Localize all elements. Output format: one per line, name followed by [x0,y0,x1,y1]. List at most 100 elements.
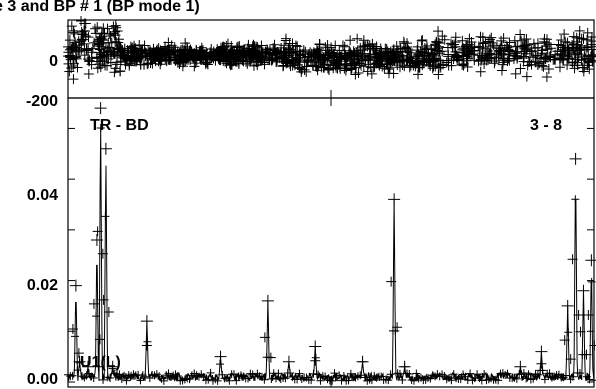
amplitude-point [295,369,304,378]
phase-point [498,49,509,60]
phase-point [153,46,164,57]
amplitude-point [405,369,414,378]
phase-point [180,55,191,66]
amplitude-point [585,375,594,384]
amplitude-peak-point [106,360,119,373]
phase-point [326,42,337,53]
phase-point [63,47,74,58]
phase-point [372,56,383,67]
phase-point [190,58,201,69]
amplitude-point [328,376,337,385]
phase-point [110,20,121,31]
phase-point [118,51,129,62]
phase-point [563,49,574,60]
amplitude-ytick-0.02: 0.02 [27,277,58,294]
phase-point [287,60,298,71]
phase-point [433,43,444,54]
amplitude-point [73,348,84,359]
phase-point [352,45,363,56]
phase-point [459,45,470,56]
phase-point [83,54,94,65]
amplitude-point [589,340,596,351]
phase-point [352,33,363,44]
phase-point [143,58,154,69]
phase-point [358,35,369,46]
amplitude-point [384,376,393,385]
phase-point [541,71,552,82]
phase-point [96,41,107,52]
phase-point [415,46,426,57]
phase-point [378,49,389,60]
phase-point [383,64,394,75]
phase-point [328,57,339,68]
amplitude-peak-point [569,152,582,165]
phase-point [110,30,121,41]
phase-point [568,43,579,54]
phase-point [64,35,75,46]
amplitude-ytick-0.04: 0.04 [27,187,58,204]
phase-point [110,63,121,74]
phase-point [86,59,97,70]
phase-point [483,53,494,64]
amplitude-panel: 0.04 0.02 0.00 TR - BD 3 - 8 U1(L) [27,97,596,388]
phase-point [208,51,219,62]
phase-point [318,52,329,63]
amplitude-peak-point [561,299,574,312]
amplitude-peak-point [356,355,369,368]
amplitude-point [286,368,295,377]
phase-point [441,57,452,68]
phase-point [389,52,400,63]
phase-point [553,39,564,50]
amplitude-point [480,370,489,379]
phase-point [340,65,351,76]
baseline-pair-label: TR - BD [90,117,149,134]
phase-point [397,47,408,58]
amplitude-point [265,352,276,363]
phase-point [550,49,561,60]
phase-point [363,54,374,65]
phase-point [339,41,350,52]
phase-point [363,55,374,66]
phase-point [297,64,308,75]
phase-point [394,57,405,68]
amplitude-peak-point [585,254,596,267]
phase-point [476,51,487,62]
phase-point [153,56,164,67]
amplitude-point [567,254,578,265]
phase-point [559,29,570,40]
phase-point [126,43,137,54]
phase-point [118,50,129,61]
phase-point [95,49,106,60]
amplitude-point [494,376,503,385]
amplitude-point [101,212,110,221]
phase-point [431,36,442,47]
phase-point [421,55,432,66]
amplitude-peak-point [309,340,322,353]
amplitude-point [409,376,418,385]
phase-point [105,31,116,42]
phase-point [450,41,461,52]
phase-point [285,44,296,55]
phase-point [574,25,585,36]
amplitude-point [68,371,77,380]
phase-point [545,51,556,62]
phase-point [431,53,442,64]
phase-point [98,35,109,46]
phase-point [521,71,532,82]
amplitude-peak-point [535,345,548,358]
amplitude-point [159,376,168,385]
phase-point [537,45,548,56]
amplitude-peak-point [388,193,401,206]
amplitude-point [568,372,577,381]
phase-point [366,68,377,79]
phase-ytick-0: 0 [49,53,58,70]
phase-panel: 0 -200 [26,15,596,110]
amplitude-point [540,375,549,384]
phase-point [176,44,187,55]
phase-point [195,52,206,63]
amplitude-point [204,375,213,384]
phase-point [116,43,127,54]
phase-point [414,62,425,73]
amplitude-peak-point [90,234,103,246]
phase-point [530,57,541,68]
